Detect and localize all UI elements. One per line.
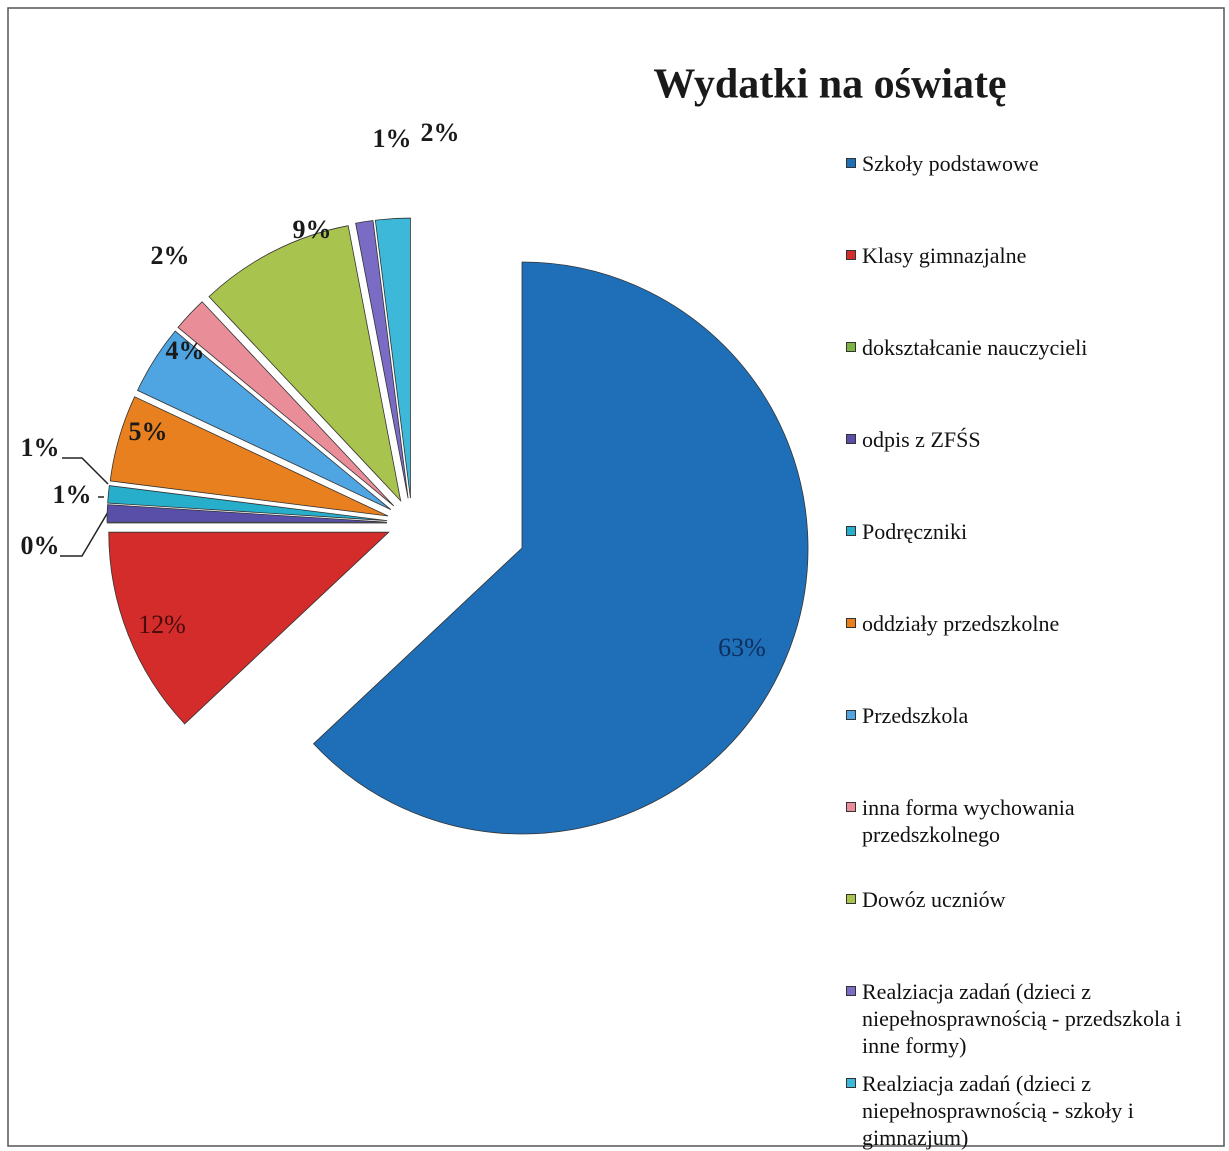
pie-slice xyxy=(355,220,409,499)
legend-swatch xyxy=(846,802,856,812)
legend-label: Realziacja zadań (dzieci z niepełnospraw… xyxy=(862,979,1182,1058)
data-label: 2% xyxy=(151,241,190,270)
legend-label: Klasy gimnazjalne xyxy=(862,243,1027,268)
legend-swatch xyxy=(846,710,856,720)
legend-swatch xyxy=(846,986,856,996)
legend-label: inna forma wychowania przedszkolnego xyxy=(862,795,1075,847)
pie-slice xyxy=(107,485,388,522)
legend-item: Realziacja zadań (dzieci z niepełnospraw… xyxy=(846,978,1216,1059)
legend-item: Przedszkola xyxy=(846,702,1216,729)
legend-label: odpis z ZFŚS xyxy=(862,427,981,452)
legend-swatch xyxy=(846,342,856,352)
pie-slice xyxy=(374,217,411,499)
legend-item: Szkoły podstawowe xyxy=(846,150,1216,177)
legend-label: Dowóz uczniów xyxy=(862,887,1006,912)
legend-label: dokształcanie nauczycieli xyxy=(862,335,1088,360)
legend-swatch xyxy=(846,1078,856,1088)
pie-slice xyxy=(312,261,809,835)
pie-slice xyxy=(208,225,402,503)
data-label: 1% xyxy=(373,124,412,153)
legend-item: Podręczniki xyxy=(846,518,1216,545)
data-label: 5% xyxy=(129,417,168,446)
leader-line xyxy=(60,511,109,557)
legend-item: odpis z ZFŚS xyxy=(846,426,1216,453)
data-label: 12% xyxy=(138,610,186,639)
legend-label: Podręczniki xyxy=(862,519,968,544)
legend-swatch xyxy=(846,618,856,628)
pie-slice xyxy=(177,301,395,507)
legend-label: Przedszkola xyxy=(862,703,969,728)
data-label: 1% xyxy=(21,433,60,462)
frame xyxy=(7,7,1225,1147)
legend-item: Klasy gimnazjalne xyxy=(846,242,1216,269)
pie-slice xyxy=(109,396,389,517)
legend-label: Szkoły podstawowe xyxy=(862,151,1039,176)
legend-swatch xyxy=(846,526,856,536)
legend-item: Realziacja zadań (dzieci z niepełnospraw… xyxy=(846,1070,1216,1151)
pie-slice xyxy=(106,504,388,523)
legend-swatch xyxy=(846,250,856,260)
legend-item: dokształcanie nauczycieli xyxy=(846,334,1216,361)
data-label: 63% xyxy=(718,633,766,662)
legend-label: oddziały przedszkolne xyxy=(862,611,1060,636)
data-label: 0% xyxy=(21,531,60,560)
data-label: 9% xyxy=(293,215,332,244)
legend-item: inna forma wychowania przedszkolnego xyxy=(846,794,1216,848)
legend-label: Realziacja zadań (dzieci z niepełnospraw… xyxy=(862,1071,1134,1150)
legend-swatch xyxy=(846,158,856,168)
legend-item: oddziały przedszkolne xyxy=(846,610,1216,637)
data-label: 1% xyxy=(53,480,92,509)
pie-slice xyxy=(137,330,392,510)
legend-swatch xyxy=(846,894,856,904)
legend-item: Dowóz uczniów xyxy=(846,886,1216,913)
pie-slice xyxy=(108,531,390,725)
chart-title: Wydatki na oświatę xyxy=(653,62,1006,108)
data-label: 2% xyxy=(421,118,460,147)
leader-line xyxy=(62,457,109,485)
legend-swatch xyxy=(846,434,856,444)
